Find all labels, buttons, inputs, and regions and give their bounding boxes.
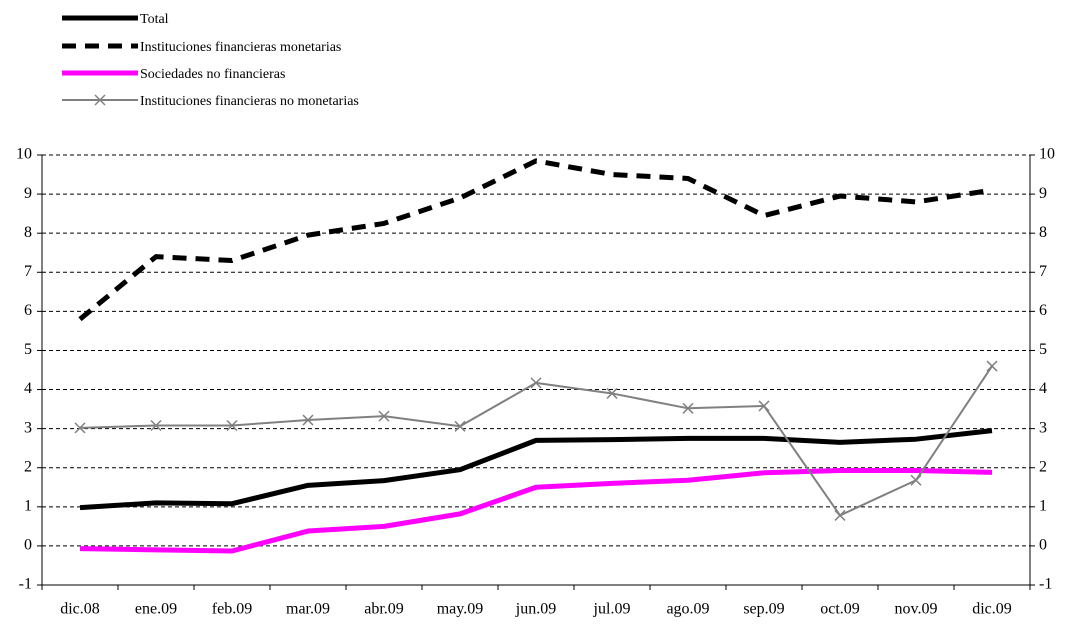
y-tick-label: 7 [24, 263, 32, 280]
marker [758, 400, 770, 412]
x-tick-label: dic.09 [972, 601, 1012, 618]
y2-tick-label: 1 [1039, 497, 1047, 514]
y2-tick-label: 3 [1039, 419, 1047, 436]
y2-tick-label: -1 [1039, 576, 1052, 593]
y-tick-label: 3 [24, 419, 32, 436]
x-tick-label: sep.09 [743, 601, 784, 618]
x-tick-label: mar.09 [286, 601, 330, 618]
marker [226, 419, 238, 432]
y-tick-label: 0 [24, 537, 32, 554]
legend-label: Total [140, 12, 169, 27]
x-tick-label: ago.09 [666, 601, 709, 618]
legend-label: Sociedades no financieras [140, 67, 285, 82]
y2-tick-label: 0 [1039, 537, 1047, 554]
y-tick-label: 5 [24, 341, 32, 358]
y-tick-label: 1 [24, 497, 32, 514]
legend-label: Instituciones financieras monetarias [140, 40, 341, 55]
y2-tick-label: 4 [1039, 380, 1047, 397]
y2-tick-label: 7 [1039, 263, 1047, 280]
x-tick-label: dic.08 [60, 601, 100, 618]
y2-tick-label: 6 [1039, 302, 1047, 319]
y-tick-label: 4 [24, 380, 32, 397]
legend-marker [94, 94, 106, 106]
x-tick-label: nov.09 [895, 601, 938, 618]
y2-tick-label: 9 [1039, 185, 1047, 202]
marker [530, 377, 542, 389]
y2-tick-label: 5 [1039, 341, 1047, 358]
y-tick-label: 2 [24, 458, 32, 475]
marker [910, 474, 922, 486]
marker [682, 402, 694, 414]
series-line [79, 467, 993, 554]
y-tick-label: -1 [19, 576, 32, 593]
marker [378, 410, 390, 422]
x-tick-label: ene.09 [135, 601, 177, 618]
y2-tick-label: 2 [1039, 458, 1047, 475]
x-tick-label: may.09 [437, 601, 484, 618]
marker [302, 414, 314, 426]
x-tick-label: oct.09 [820, 601, 860, 618]
x-tick-label: jul.09 [593, 601, 631, 618]
y-tick-label: 9 [24, 185, 32, 202]
y-tick-label: 10 [16, 146, 32, 163]
marker [834, 509, 846, 521]
series-line [78, 158, 993, 322]
x-tick-label: feb.09 [212, 601, 252, 618]
marker [150, 419, 162, 432]
marker [986, 360, 998, 372]
marker [74, 422, 86, 434]
legend-label: Instituciones financieras no monetarias [140, 94, 359, 109]
y2-tick-label: 8 [1039, 224, 1047, 241]
x-tick-label: abr.09 [364, 601, 404, 618]
y-tick-label: 8 [24, 224, 32, 241]
y2-tick-label: 10 [1039, 146, 1055, 163]
series-line [79, 428, 993, 511]
marker [606, 387, 618, 399]
x-tick-label: jun.09 [515, 601, 556, 618]
y-tick-label: 6 [24, 302, 32, 319]
marker [454, 420, 466, 432]
